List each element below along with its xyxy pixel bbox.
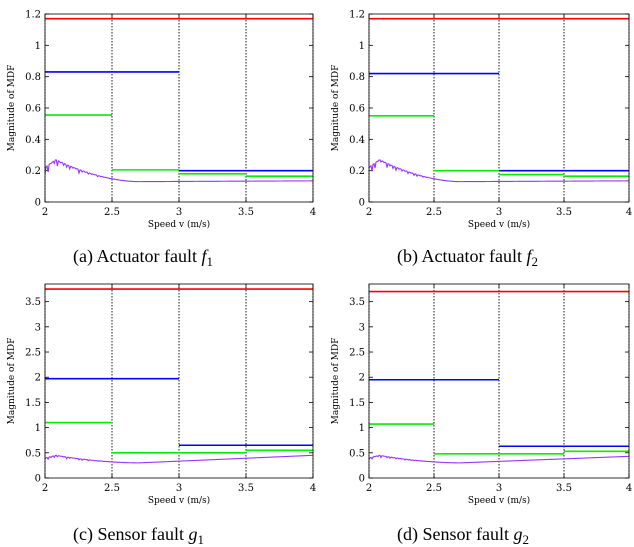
chart-panel-2: 0 0.2 0.4 0.6 0.8 1 1.2 2 2.5 3 3.5 4 Speed v (m/s) M… bbox=[331, 10, 632, 270]
y-tick-label: 0.4 bbox=[349, 135, 365, 146]
x-tick-label: 3 bbox=[176, 483, 182, 494]
x-axis-label: Speed v (m/s) bbox=[468, 495, 530, 506]
caption-subscript: 2 bbox=[522, 532, 529, 547]
y-tick-label: 1.2 bbox=[25, 10, 41, 21]
x-tick-label: 2 bbox=[366, 483, 372, 494]
x-tick-label: 2.5 bbox=[426, 483, 442, 494]
x-tick-label: 3.5 bbox=[238, 483, 254, 494]
chart-panel-4: 0 0.5 1 1.5 2 2.5 3 3.5 2 2.5 3 3.5 4 Speed v (m/s) Ma… bbox=[331, 283, 632, 547]
purple-curve bbox=[44, 454, 314, 464]
caption-subscript: 1 bbox=[206, 254, 213, 269]
x-tick-label: 2.5 bbox=[104, 483, 120, 494]
y-tick-label: 0.6 bbox=[25, 104, 41, 115]
caption-symbol: g bbox=[513, 524, 522, 544]
x-tick-label: 4 bbox=[626, 207, 632, 218]
y-tick-label: 1.2 bbox=[349, 10, 365, 21]
y-tick-label: 0.5 bbox=[349, 448, 365, 459]
y-tick-label: 2.5 bbox=[25, 348, 41, 359]
x-axis-label: Speed v (m/s) bbox=[148, 219, 210, 230]
y-tick-label: 1 bbox=[359, 423, 365, 434]
y-tick-label: 0.6 bbox=[349, 104, 365, 115]
x-tick-label: 3.5 bbox=[238, 207, 254, 218]
y-tick-label: 1 bbox=[35, 423, 41, 434]
panel-caption: (b) Actuator fault f2 bbox=[397, 246, 538, 269]
x-tick-label: 2 bbox=[42, 207, 48, 218]
x-axis-label: Speed v (m/s) bbox=[148, 495, 210, 506]
chart-panel-1: 0 0.2 0.4 0.6 0.8 1 1.2 2 2.5 3 3.5 4 Speed v (m/s) M… bbox=[7, 10, 316, 270]
y-tick-label: 3 bbox=[359, 322, 365, 333]
x-tick-label: 3 bbox=[176, 207, 182, 218]
x-tick-label: 4 bbox=[310, 483, 316, 494]
y-tick-label: 0 bbox=[359, 198, 365, 209]
x-tick-label: 3 bbox=[496, 483, 502, 494]
x-tick-label: 4 bbox=[626, 483, 632, 494]
panel-caption: (d) Sensor fault g2 bbox=[397, 524, 529, 547]
purple-curve bbox=[368, 159, 629, 183]
y-tick-label: 0.8 bbox=[349, 72, 365, 83]
y-tick-label: 1.5 bbox=[349, 398, 365, 409]
caption-symbol: f bbox=[201, 246, 209, 266]
purple-curve bbox=[368, 454, 630, 464]
x-tick-label: 2 bbox=[366, 207, 372, 218]
x-tick-label: 3.5 bbox=[556, 483, 572, 494]
plot-frame bbox=[44, 283, 314, 479]
caption-text: (a) Actuator fault bbox=[73, 246, 201, 267]
y-tick-label: 3 bbox=[35, 322, 41, 333]
y-axis-label: Magnitude of MDF bbox=[331, 338, 341, 425]
x-axis-label: Speed v (m/s) bbox=[468, 219, 530, 230]
y-tick-label: 0 bbox=[359, 474, 365, 485]
plot-frame bbox=[368, 13, 630, 203]
plot-frame bbox=[44, 13, 314, 203]
caption-text: (c) Sensor fault bbox=[73, 524, 188, 545]
y-axis-label: Magnitude of MDF bbox=[7, 65, 17, 152]
x-tick-label: 2 bbox=[42, 483, 48, 494]
panel-caption: (a) Actuator fault f1 bbox=[73, 246, 213, 269]
y-tick-label: 3.5 bbox=[25, 297, 41, 308]
caption-text: (b) Actuator fault bbox=[397, 246, 526, 267]
y-tick-label: 1.5 bbox=[25, 398, 41, 409]
plot-frame bbox=[368, 283, 630, 479]
y-axis-label: Magnitude of MDF bbox=[331, 65, 341, 152]
y-tick-label: 2 bbox=[359, 373, 365, 384]
y-tick-label: 0 bbox=[35, 474, 41, 485]
caption-subscript: 1 bbox=[197, 532, 204, 547]
y-tick-label: 3.5 bbox=[349, 297, 365, 308]
caption-text: (d) Sensor fault bbox=[397, 524, 513, 545]
y-tick-label: 1 bbox=[359, 41, 365, 52]
caption-symbol: g bbox=[188, 524, 197, 544]
x-tick-label: 2.5 bbox=[104, 207, 120, 218]
panel-caption: (c) Sensor fault g1 bbox=[73, 524, 204, 547]
y-tick-label: 0.5 bbox=[25, 448, 41, 459]
caption-symbol: f bbox=[526, 246, 534, 266]
x-tick-label: 3.5 bbox=[556, 207, 572, 218]
y-tick-label: 0 bbox=[35, 198, 41, 209]
x-tick-label: 3 bbox=[496, 207, 502, 218]
y-tick-label: 0.8 bbox=[25, 72, 41, 83]
x-tick-label: 2.5 bbox=[426, 207, 442, 218]
y-tick-label: 1 bbox=[35, 41, 41, 52]
y-tick-label: 2.5 bbox=[349, 348, 365, 359]
y-tick-label: 0.2 bbox=[349, 166, 365, 177]
y-tick-label: 0.2 bbox=[25, 166, 41, 177]
y-tick-label: 0.4 bbox=[25, 135, 41, 146]
purple-curve bbox=[44, 159, 313, 183]
chart-panel-3: 0 0.5 1 1.5 2 2.5 3 3.5 2 2.5 3 3.5 4 Speed v (m/s) Ma… bbox=[7, 283, 316, 547]
caption-subscript: 2 bbox=[531, 254, 538, 269]
y-axis-label: Magnitude of MDF bbox=[7, 338, 17, 425]
x-tick-label: 4 bbox=[310, 207, 316, 218]
y-tick-label: 2 bbox=[35, 373, 41, 384]
